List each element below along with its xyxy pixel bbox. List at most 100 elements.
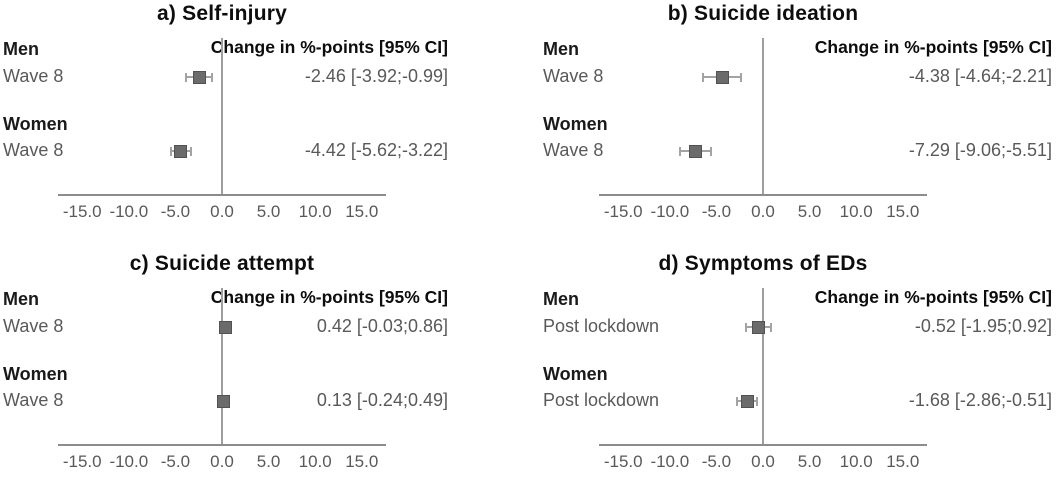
estimate-text: 0.13 [-0.24;0.49] xyxy=(316,390,448,410)
point-estimate-marker xyxy=(715,70,729,84)
ci-column-header: Change in %-points [95% CI] xyxy=(814,287,1052,307)
x-tick-label: -10.0 xyxy=(109,202,149,221)
panel-self-injury: a) Self-injury Change in %-points [95% C… xyxy=(0,0,448,235)
estimate-text: -7.29 [-9.06;-5.51] xyxy=(908,140,1052,160)
group-label-women: Women xyxy=(3,114,68,134)
estimate-text: -1.68 [-2.86;-0.51] xyxy=(908,390,1052,410)
ci-column-header: Change in %-points [95% CI] xyxy=(210,287,448,307)
ci-cap-right xyxy=(189,146,192,156)
estimate-text: 0.42 [-0.03;0.86] xyxy=(316,316,448,336)
x-axis-ticks: -15.0 -10.0 -5.0 0.0 5.0 10.0 15.0 xyxy=(0,452,448,474)
row-label-post-lockdown: Post lockdown xyxy=(543,390,660,410)
x-axis-ticks: -15.0 -10.0 -5.0 0.0 5.0 10.0 15.0 xyxy=(529,452,1052,474)
panel-title: c) Suicide attempt xyxy=(129,252,315,275)
x-tick-label: 15.0 xyxy=(886,452,920,471)
ci-cap-left xyxy=(169,146,172,156)
x-tick-label: 15.0 xyxy=(345,202,379,221)
plot-area xyxy=(529,250,1052,485)
row-label-wave: Wave 8 xyxy=(3,66,64,86)
plot-area xyxy=(0,0,448,235)
plot-area xyxy=(529,0,1052,235)
x-tick-label: -10.0 xyxy=(650,452,690,471)
x-axis-ticks: -15.0 -10.0 -5.0 0.0 5.0 10.0 15.0 xyxy=(529,202,1052,224)
zero-reference-line xyxy=(762,38,764,195)
x-tick-label: 0.0 xyxy=(210,202,234,221)
zero-reference-line xyxy=(762,288,764,445)
x-axis-line xyxy=(599,194,927,196)
row-label-wave: Wave 8 xyxy=(3,140,64,160)
estimate-text: -4.42 [-5.62;-3.22] xyxy=(304,140,448,160)
group-label-women: Women xyxy=(543,364,608,384)
x-tick-label: 15.0 xyxy=(345,452,379,471)
panel-title: b) Suicide ideation xyxy=(667,2,859,25)
x-tick-label: -5.0 xyxy=(160,202,191,221)
zero-reference-line xyxy=(221,288,223,445)
group-label-men: Men xyxy=(543,39,579,59)
ci-cap-right xyxy=(709,146,712,156)
panel-suicide-ideation: b) Suicide ideation Change in %-points [… xyxy=(529,0,1052,235)
x-axis-line xyxy=(58,194,386,196)
estimate-text: -2.46 [-3.92;-0.99] xyxy=(304,66,448,86)
x-tick-label: -15.0 xyxy=(603,202,643,221)
estimate-text: -0.52 [-1.95;0.92] xyxy=(914,316,1052,336)
point-estimate-marker xyxy=(740,394,754,408)
point-estimate-marker xyxy=(174,144,188,158)
x-tick-label: 10.0 xyxy=(839,202,873,221)
ci-cap-left xyxy=(185,72,188,82)
x-tick-label: -15.0 xyxy=(603,452,643,471)
ci-cap-left xyxy=(702,72,705,82)
x-tick-label: -15.0 xyxy=(62,452,102,471)
group-label-men: Men xyxy=(3,39,39,59)
point-estimate-marker xyxy=(216,394,230,408)
point-estimate-marker xyxy=(688,144,702,158)
x-tick-label: 5.0 xyxy=(797,202,822,221)
row-label-wave: Wave 8 xyxy=(543,66,604,86)
x-tick-label: -5.0 xyxy=(701,452,732,471)
x-tick-label: 15.0 xyxy=(886,202,920,221)
x-axis-line xyxy=(599,444,927,446)
row-label-wave: Wave 8 xyxy=(3,316,64,336)
row-label-wave: Wave 8 xyxy=(543,140,604,160)
estimate-text: -4.38 [-4.64;-2.21] xyxy=(908,66,1052,86)
ci-cap-right xyxy=(756,396,759,406)
row-label-wave: Wave 8 xyxy=(3,390,64,410)
x-axis-ticks: -15.0 -10.0 -5.0 0.0 5.0 10.0 15.0 xyxy=(0,202,448,224)
x-tick-label: 10.0 xyxy=(839,452,873,471)
ci-column-header: Change in %-points [95% CI] xyxy=(814,37,1052,57)
point-estimate-marker xyxy=(219,320,233,334)
x-tick-label: -15.0 xyxy=(62,202,102,221)
x-tick-label: 0.0 xyxy=(751,452,775,471)
x-tick-label: 5.0 xyxy=(797,452,822,471)
row-label-post-lockdown: Post lockdown xyxy=(543,316,660,336)
x-tick-label: -5.0 xyxy=(701,202,732,221)
ci-cap-right xyxy=(740,72,743,82)
x-tick-label: 5.0 xyxy=(256,452,281,471)
group-label-men: Men xyxy=(3,289,39,309)
ci-cap-right xyxy=(769,322,772,332)
panel-suicide-attempt: c) Suicide attempt Change in %-points [9… xyxy=(0,250,448,485)
x-axis-line xyxy=(58,444,386,446)
x-tick-label: 5.0 xyxy=(256,202,281,221)
group-label-women: Women xyxy=(3,364,68,384)
ci-cap-left xyxy=(736,396,739,406)
x-tick-label: -10.0 xyxy=(109,452,149,471)
plot-area xyxy=(0,250,448,485)
x-tick-label: 0.0 xyxy=(751,202,775,221)
ci-column-header: Change in %-points [95% CI] xyxy=(210,37,448,57)
panel-title: d) Symptoms of EDs xyxy=(658,252,868,275)
zero-reference-line xyxy=(221,38,223,195)
ci-cap-left xyxy=(678,146,681,156)
ci-cap-right xyxy=(210,72,213,82)
panel-symptoms-of-eds: d) Symptoms of EDs Change in %-points [9… xyxy=(529,250,1052,485)
x-tick-label: -5.0 xyxy=(160,452,191,471)
x-tick-label: -10.0 xyxy=(650,202,690,221)
x-tick-label: 10.0 xyxy=(298,452,332,471)
point-estimate-marker xyxy=(192,70,206,84)
x-tick-label: 0.0 xyxy=(210,452,234,471)
group-label-women: Women xyxy=(543,114,608,134)
x-tick-label: 10.0 xyxy=(298,202,332,221)
group-label-men: Men xyxy=(543,289,579,309)
point-estimate-marker xyxy=(751,320,765,334)
ci-cap-left xyxy=(744,322,747,332)
